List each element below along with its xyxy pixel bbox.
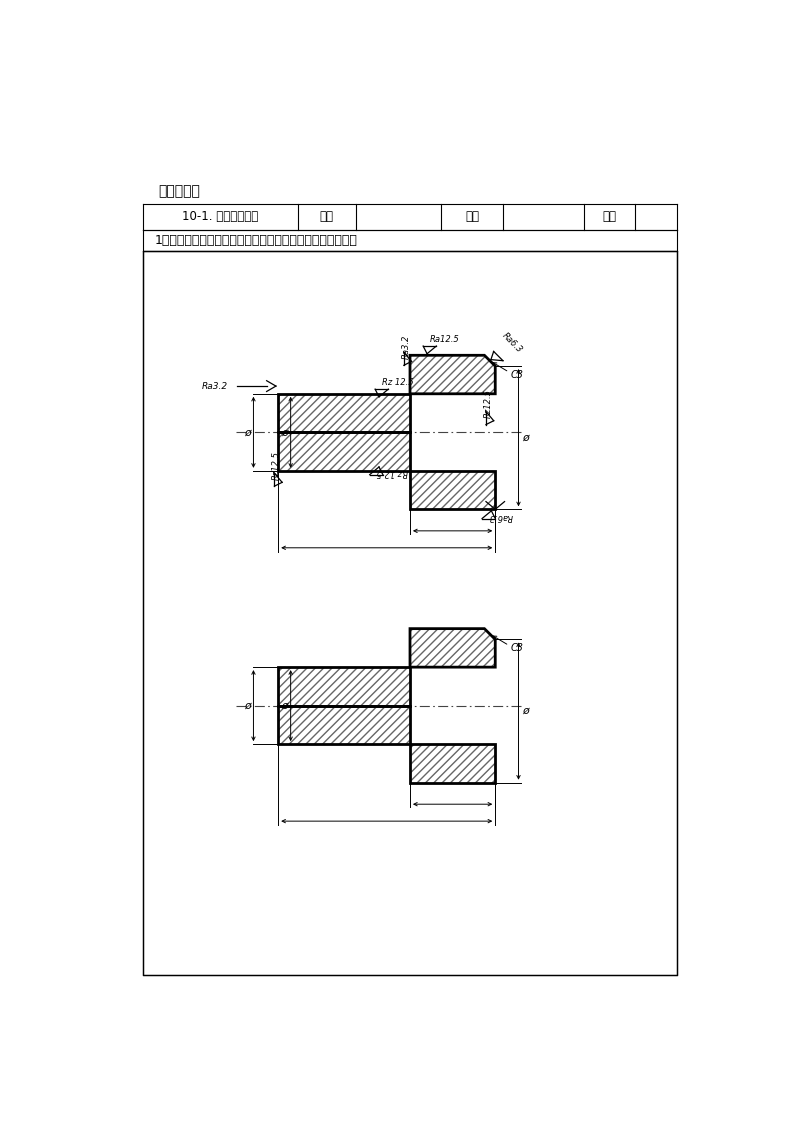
Text: C3: C3 (510, 643, 524, 653)
Polygon shape (278, 394, 410, 432)
Text: ø: ø (244, 427, 251, 437)
Text: ø: ø (522, 432, 529, 443)
Bar (142, 251, 678, 975)
Text: ø: ø (522, 706, 529, 717)
Text: 学号: 学号 (602, 211, 617, 223)
Text: Ra12.5: Ra12.5 (430, 335, 459, 344)
Text: C3: C3 (510, 369, 524, 379)
Text: 班级: 班级 (320, 211, 334, 223)
Text: ø: ø (282, 427, 288, 437)
Text: Ra3.2: Ra3.2 (202, 381, 228, 391)
Text: Rz 12.5: Rz 12.5 (382, 378, 414, 387)
Polygon shape (278, 705, 410, 744)
Text: Ra6.3: Ra6.3 (489, 512, 513, 521)
Text: Rz12.5: Rz12.5 (484, 389, 493, 418)
Text: ø: ø (244, 701, 251, 711)
Polygon shape (410, 628, 495, 667)
Text: 1．分析上图表面结构要求标注的错误，在下图中正确标注。: 1．分析上图表面结构要求标注的错误，在下图中正确标注。 (154, 234, 357, 247)
Polygon shape (410, 471, 495, 509)
Polygon shape (278, 432, 410, 471)
Text: 10-1. 表面结构要求: 10-1. 表面结构要求 (182, 211, 258, 223)
Text: Rz 12.5: Rz 12.5 (376, 468, 408, 477)
Text: 任务内容：: 任务内容： (158, 185, 200, 198)
Text: Rz12.5: Rz12.5 (272, 451, 281, 480)
Text: Ra6.3: Ra6.3 (500, 331, 523, 354)
Text: Ra3.2: Ra3.2 (402, 334, 410, 359)
Polygon shape (410, 744, 495, 782)
Text: 姓名: 姓名 (465, 211, 479, 223)
Polygon shape (410, 355, 495, 394)
Polygon shape (278, 667, 410, 705)
Text: ø: ø (282, 701, 288, 711)
